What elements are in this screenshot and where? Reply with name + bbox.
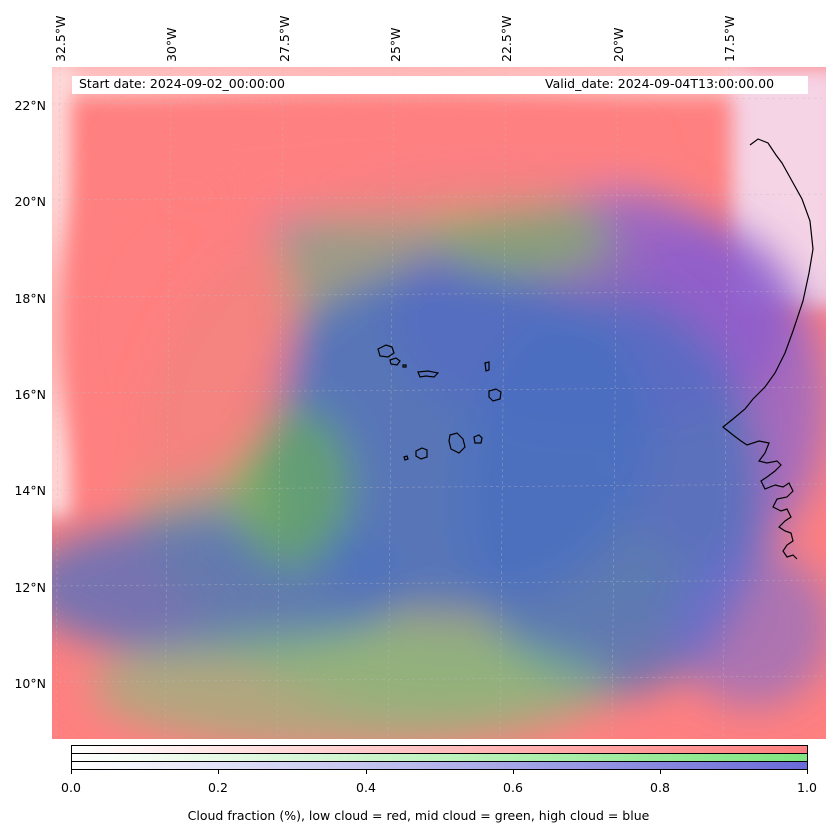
map-canvas <box>52 67 826 739</box>
island-santiago <box>448 432 466 454</box>
lat-label-10n: 10°N <box>14 676 46 691</box>
lon-label-20w: 20°W <box>611 27 626 62</box>
lat-label-18n: 18°N <box>14 291 46 306</box>
lon-label-17-5w: 17.5°W <box>722 15 737 62</box>
colorbar-label: Cloud fraction (%), low cloud = red, mid… <box>187 808 650 823</box>
colorbar-tick-5: 1.0 <box>797 780 817 795</box>
island-boa-vista <box>488 388 502 402</box>
colorbar-tickmark-1 <box>218 770 219 774</box>
lat-label-20n: 20°N <box>14 194 46 209</box>
island-sal <box>484 361 490 372</box>
colorbar-high-cloud <box>72 762 807 769</box>
island-maio <box>473 434 483 444</box>
islands <box>377 344 502 461</box>
lon-label-25w: 25°W <box>388 27 403 62</box>
cloud-swirl <box>52 97 826 739</box>
colorbar-tickmark-5 <box>807 770 808 774</box>
lat-label-16n: 16°N <box>14 387 46 402</box>
island-sao-nicolau <box>417 370 440 378</box>
valid-date-label: Valid_date: 2024-09-04T13:00:00.00 <box>545 76 775 91</box>
cloud-fraction-map[interactable] <box>52 67 826 739</box>
island-brava <box>403 455 409 461</box>
colorbar-mid-cloud <box>72 754 807 762</box>
lon-label-22-5w: 22.5°W <box>499 15 514 62</box>
colorbar <box>71 745 808 770</box>
lat-label-22n: 22°N <box>14 98 46 113</box>
lon-label-32-5w: 32.5°W <box>53 15 68 62</box>
lon-label-30w: 30°W <box>164 27 179 62</box>
colorbar-tickmark-0 <box>71 770 72 774</box>
island-santo-antao <box>377 344 395 358</box>
colorbar-tickmark-4 <box>660 770 661 774</box>
lon-label-27-5w: 27.5°W <box>277 15 292 62</box>
colorbar-tickmark-2 <box>366 770 367 774</box>
colorbar-tick-1: 0.2 <box>208 780 228 795</box>
header-band <box>72 76 808 94</box>
colorbar-tick-2: 0.4 <box>356 780 376 795</box>
lat-label-12n: 12°N <box>14 580 46 595</box>
island-sao-vicente <box>389 357 401 366</box>
lat-label-14n: 14°N <box>14 483 46 498</box>
graticule <box>52 67 826 739</box>
colorbar-tickmark-3 <box>513 770 514 774</box>
colorbar-tick-4: 0.8 <box>650 780 670 795</box>
colorbar-tick-0: 0.0 <box>61 780 81 795</box>
colorbar-tick-3: 0.6 <box>503 780 523 795</box>
colorbar-low-cloud <box>72 746 807 754</box>
island-fogo <box>415 447 428 460</box>
island-santa-luzia <box>402 364 407 368</box>
start-date-label: Start date: 2024-09-02_00:00:00 <box>79 76 285 91</box>
africa-coastline <box>722 138 814 560</box>
